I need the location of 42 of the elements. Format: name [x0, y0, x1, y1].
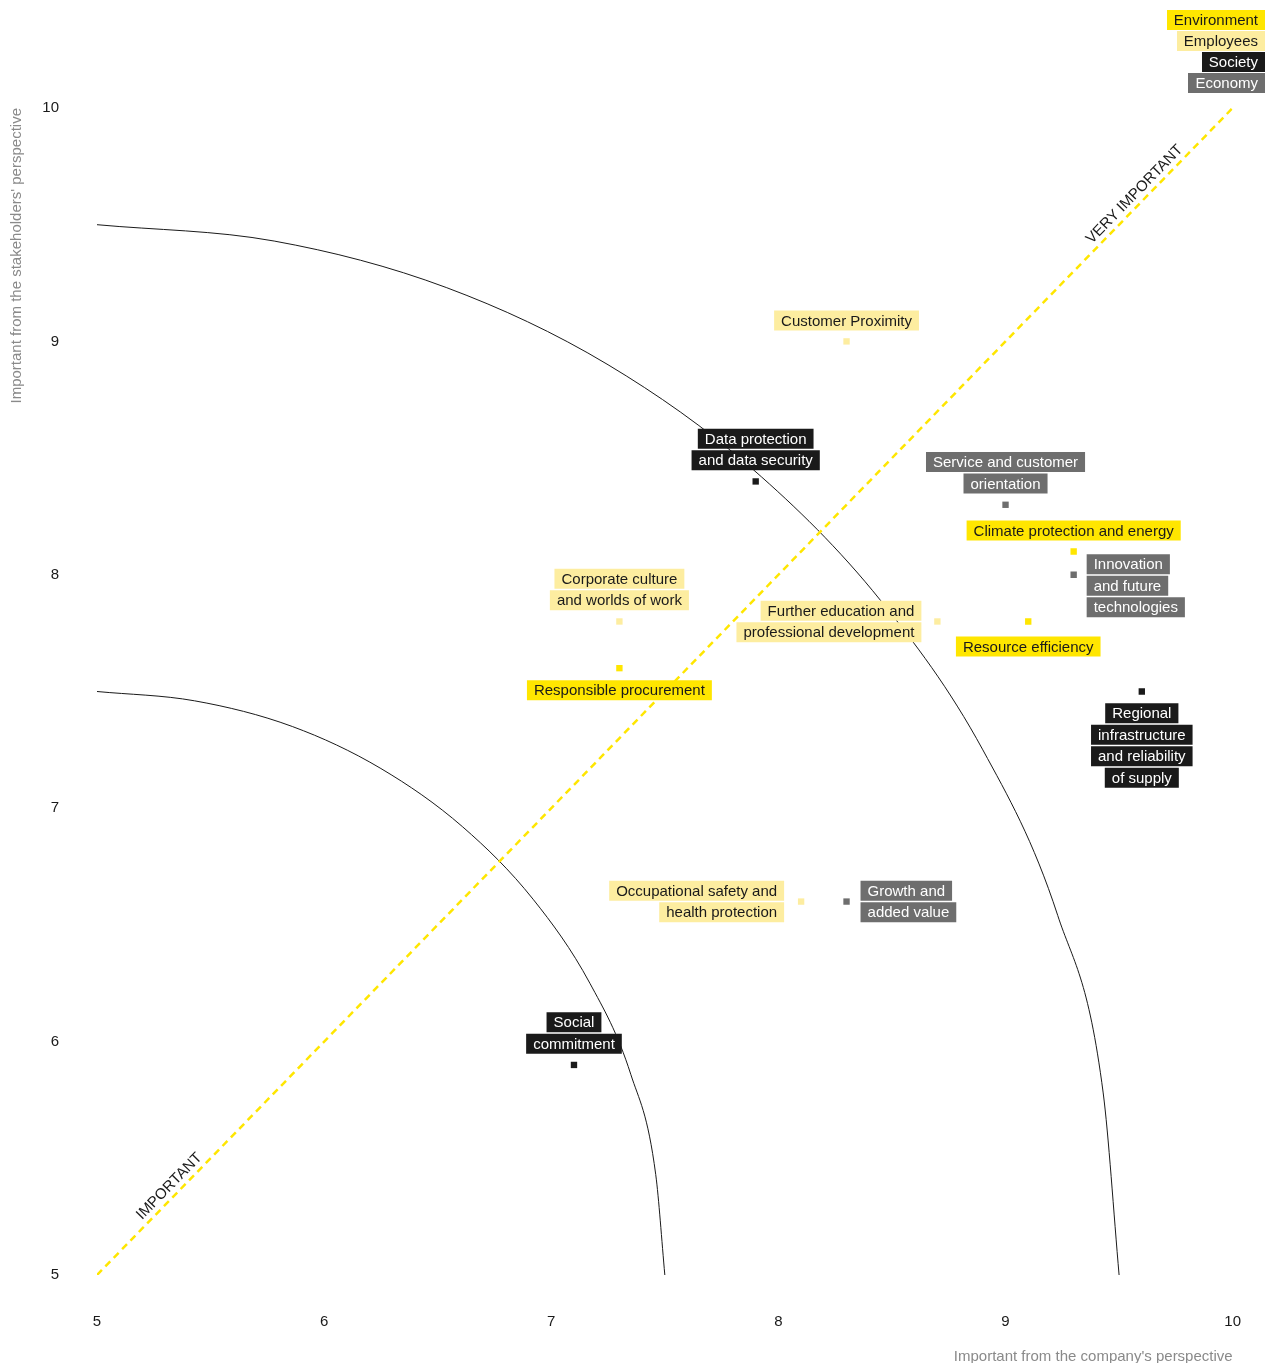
- annotation: Corporate culture and worlds of work: [556, 569, 683, 609]
- point: [752, 478, 759, 485]
- annotation: Social commitment: [533, 1013, 616, 1052]
- y-tick-label: 8: [50, 564, 59, 582]
- point: [1070, 571, 1077, 578]
- x-tick-label: 10: [1224, 1312, 1241, 1330]
- x-tick-label: 8: [774, 1312, 783, 1330]
- x-tick-label: 5: [92, 1312, 102, 1330]
- annotation: Responsible procurement: [533, 681, 706, 699]
- annotation: Occupational safety and health protection: [616, 881, 778, 921]
- text: Economy: [1188, 73, 1265, 93]
- point: [797, 898, 805, 905]
- annotation: Resource efficiency: [962, 637, 1095, 655]
- x-tick-label: 7: [547, 1312, 556, 1330]
- point: [1002, 501, 1009, 508]
- y-tick-label: 9: [50, 331, 59, 349]
- point: [1138, 688, 1145, 695]
- point: [934, 618, 941, 625]
- x-tick-label: 6: [319, 1312, 329, 1330]
- annotation: Data protection and data security: [698, 429, 814, 469]
- annotation: Growth and added value: [867, 881, 950, 921]
- y-axis-title: Important from the stakeholders' perspective: [7, 108, 24, 404]
- text: Employees: [1176, 31, 1265, 51]
- y-tick-label: 10: [42, 98, 59, 116]
- point: [616, 618, 623, 625]
- annotation: Innovation and future technologies: [1093, 555, 1178, 616]
- point: [843, 898, 850, 905]
- annotation: Climate protection and energy: [973, 521, 1175, 539]
- y-tick-label: 7: [50, 798, 59, 816]
- annotation: Service and customer orientation: [932, 453, 1079, 492]
- point: [616, 664, 623, 672]
- text: Environment: [1166, 10, 1265, 30]
- point: [843, 338, 850, 345]
- point: [1070, 548, 1077, 555]
- point: [1025, 618, 1032, 625]
- y-tick-label: 5: [50, 1265, 59, 1283]
- annotation: Further education and professional development: [743, 601, 916, 641]
- y-tick-label: 6: [50, 1031, 59, 1049]
- text: Society: [1201, 52, 1265, 72]
- annotation: Regional infrastructure and reliability of supply: [1098, 704, 1187, 786]
- annotation: Customer Proximity: [781, 311, 913, 329]
- x-tick-label: 9: [1001, 1312, 1010, 1330]
